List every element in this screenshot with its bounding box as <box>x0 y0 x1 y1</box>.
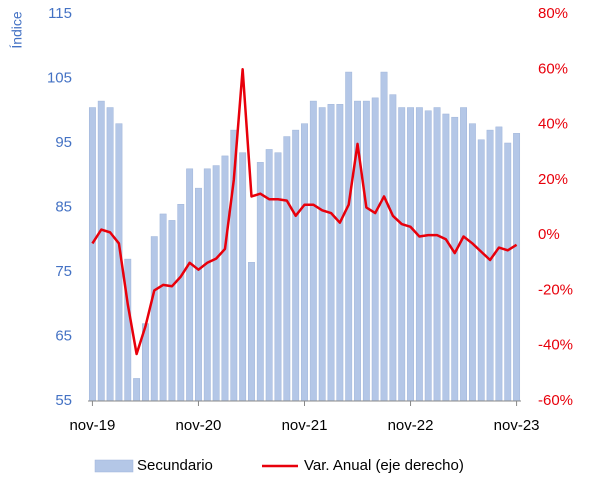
y2-tick-label: 40% <box>538 116 568 133</box>
bar <box>159 213 167 402</box>
bar <box>274 152 282 402</box>
bar <box>221 155 229 402</box>
y-tick-label: 115 <box>48 5 72 22</box>
bar <box>318 107 326 402</box>
y-tick-label: 85 <box>55 198 72 215</box>
line <box>91 68 518 356</box>
bar <box>415 107 423 402</box>
bar <box>150 236 158 402</box>
legend-label: Var. Anual (eje derecho) <box>304 457 464 474</box>
bar <box>486 129 494 402</box>
bar <box>265 149 273 402</box>
bar <box>212 165 220 402</box>
bar <box>424 110 432 402</box>
bar <box>477 139 485 402</box>
bar <box>495 126 503 402</box>
bar <box>283 136 291 402</box>
y2-tick-label: 0% <box>538 226 560 243</box>
bar <box>513 133 521 402</box>
bar <box>133 378 141 402</box>
legend-swatch <box>94 459 134 473</box>
bar <box>195 187 202 402</box>
y2-tick-label: -40% <box>538 337 573 354</box>
y-axis-label: Índice <box>9 11 25 49</box>
bar <box>460 107 467 402</box>
bar <box>327 104 335 402</box>
bar <box>168 220 176 402</box>
bar <box>380 71 388 402</box>
y-tick-label: 65 <box>55 327 72 344</box>
y2-tick-label: -60% <box>538 392 573 409</box>
bar <box>248 262 255 402</box>
bar <box>451 116 459 402</box>
x-tick-label: nov-21 <box>282 417 328 434</box>
y-tick-label: 105 <box>47 69 72 86</box>
bar <box>336 104 344 402</box>
bar <box>177 204 185 402</box>
bar <box>97 100 105 402</box>
bar <box>389 94 397 402</box>
y-tick-label: 55 <box>55 392 72 409</box>
y-tick-label: 75 <box>55 263 72 280</box>
bar <box>468 123 476 402</box>
bar <box>398 107 406 402</box>
y-tick-label: 95 <box>55 134 72 151</box>
bar <box>433 107 441 402</box>
bar <box>345 71 353 402</box>
y2-tick-label: 80% <box>538 5 568 22</box>
x-tick-label: nov-22 <box>388 417 434 434</box>
x-tick-label: nov-19 <box>69 417 115 434</box>
y2-tick-label: 60% <box>538 60 568 77</box>
y2-tick-label: -20% <box>538 281 573 298</box>
x-tick-label: nov-20 <box>176 417 222 434</box>
bar <box>88 107 96 402</box>
bar <box>106 107 114 402</box>
bar <box>292 129 300 402</box>
bar <box>407 107 414 402</box>
bar <box>186 168 194 402</box>
legend-label: Secundario <box>137 457 213 474</box>
bar <box>301 123 308 402</box>
bar <box>442 113 450 402</box>
bar <box>203 168 211 402</box>
bar <box>504 142 512 402</box>
y2-tick-label: 20% <box>538 171 568 188</box>
bar <box>362 100 370 402</box>
bar <box>371 97 379 402</box>
bar <box>239 152 247 402</box>
bar <box>256 162 264 402</box>
bar <box>309 100 317 402</box>
x-tick-label: nov-23 <box>494 417 540 434</box>
